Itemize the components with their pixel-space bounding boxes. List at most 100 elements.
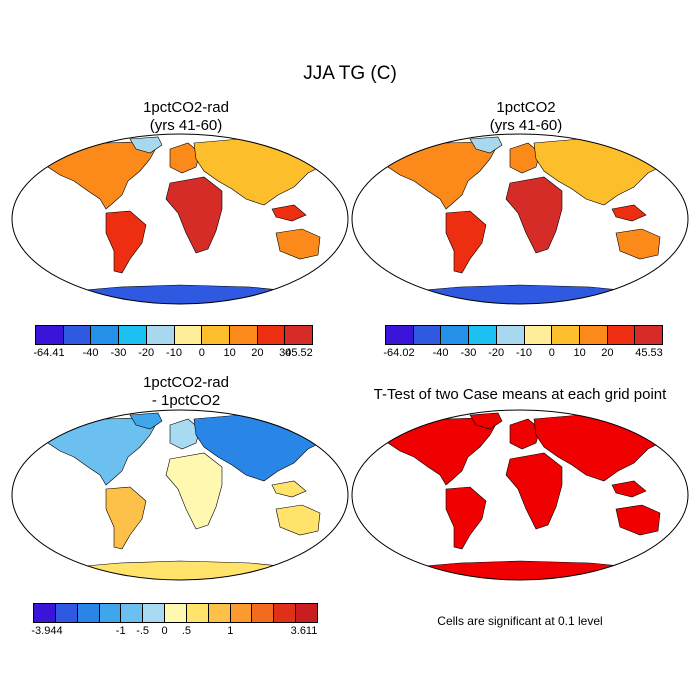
antarctica-landmass [388,560,652,580]
colorbar-swatch [579,326,608,344]
antarctica-landmass [48,284,312,304]
panel-3-colorbar [33,603,318,623]
greenland-landmass [469,412,503,430]
greenland-landmass [469,136,503,154]
map-land-layer [379,412,669,580]
colorbar-tick-label: 10 [573,347,586,359]
se-asia-landmass [271,480,307,498]
colorbar-tick-label: 0 [198,347,205,359]
australia-landmass [275,228,321,260]
panel-3-colorbar-labels: -3.944 -1 -.5 0 .5 1 3.611 [31,625,318,641]
colorbar-swatch [55,604,78,622]
colorbar-tick-label: 45.52 [285,347,313,359]
colorbar-swatch [441,326,470,344]
colorbar-swatch [607,326,636,344]
colorbar-tick-label: 1 [227,625,234,637]
colorbar-tick-label: -64.02 [383,347,415,359]
colorbar-swatch [285,326,313,344]
australia-landmass [615,228,661,260]
colorbar-swatch [165,604,187,622]
se-asia-landmass [271,204,307,222]
colorbar-swatch [635,326,663,344]
map-land-layer [39,412,329,580]
map-land-layer [39,136,329,304]
figure-title: JJA TG (C) [303,63,397,84]
colorbar-swatch [208,604,231,622]
colorbar-swatch [146,326,175,344]
colorbar-tick-label: -20 [488,347,505,359]
colorbar-tick-label: 45.53 [635,347,663,359]
north-america-landmass [39,417,157,486]
colorbar-swatch [257,326,286,344]
colorbar-tick-label: 30 [279,347,292,359]
colorbar-tick-label: -64.41 [33,347,65,359]
colorbar-swatch [202,326,230,344]
colorbar-swatch [91,326,120,344]
se-asia-landmass [611,204,647,222]
significance-note: Cells are significant at 0.1 level [437,614,603,628]
colorbar-swatch [386,326,414,344]
panel-3-map [11,409,349,581]
panel-2-map [351,133,689,305]
panel-4-title: T-Test of two Case means at each grid po… [373,386,667,403]
colorbar-swatch [143,604,166,622]
africa-landmass [505,452,563,530]
greenland-landmass [129,412,163,430]
africa-landmass [505,176,563,254]
colorbar-tick-label: .5 [181,625,192,637]
colorbar-tick-label: 10 [223,347,236,359]
panel-1-colorbar [35,325,313,345]
colorbar-tick-label: 0 [548,347,555,359]
north-america-landmass [379,141,497,210]
south-america-landmass [105,210,147,274]
colorbar-swatch [296,604,317,622]
antarctica-landmass [48,560,312,580]
colorbar-swatch [99,604,122,622]
colorbar-tick-label: -40 [82,347,99,359]
colorbar-swatch [552,326,580,344]
colorbar-swatch [229,326,258,344]
colorbar-swatch [524,326,553,344]
colorbar-tick-label: -10 [516,347,532,359]
colorbar-swatch [186,604,209,622]
map-border [351,133,689,305]
se-asia-landmass [611,480,647,498]
panel-1-title: 1pctCO2-rad (yrs 41-60) [143,99,229,134]
colorbar-swatch [119,326,147,344]
map-border [351,409,689,581]
antarctica-landmass [388,284,652,304]
colorbar-tick-label: 20 [601,347,614,359]
colorbar-swatch [496,326,525,344]
panel-2-title: 1pctCO2 (yrs 41-60) [489,99,563,134]
colorbar-tick-label: 20 [251,347,264,359]
south-america-landmass [445,486,487,550]
north-america-landmass [39,141,157,210]
africa-landmass [165,176,223,254]
colorbar-tick-label: -20 [138,347,155,359]
colorbar-swatch [77,604,100,622]
colorbar-swatch [174,326,203,344]
colorbar-swatch [36,326,64,344]
colorbar-swatch [63,326,92,344]
europe-landmass [509,418,541,450]
panel-2-colorbar [385,325,663,345]
panel-1-map [11,133,349,305]
australia-landmass [615,504,661,536]
panel-3-title: 1pctCO2-rad - 1pctCO2 [143,374,229,409]
colorbar-tick-label: -30 [110,347,127,359]
europe-landmass [509,142,541,174]
colorbar-swatch [413,326,442,344]
colorbar-swatch [121,604,144,622]
greenland-landmass [129,136,163,154]
colorbar-tick-label: -1 [115,625,126,637]
australia-landmass [275,504,321,536]
colorbar-swatch [34,604,56,622]
colorbar-swatch [252,604,275,622]
colorbar-tick-label: -.5 [136,625,150,637]
south-america-landmass [445,210,487,274]
colorbar-tick-label: -3.944 [31,625,63,637]
north-america-landmass [379,417,497,486]
europe-landmass [169,142,201,174]
africa-landmass [165,452,223,530]
colorbar-swatch [469,326,497,344]
